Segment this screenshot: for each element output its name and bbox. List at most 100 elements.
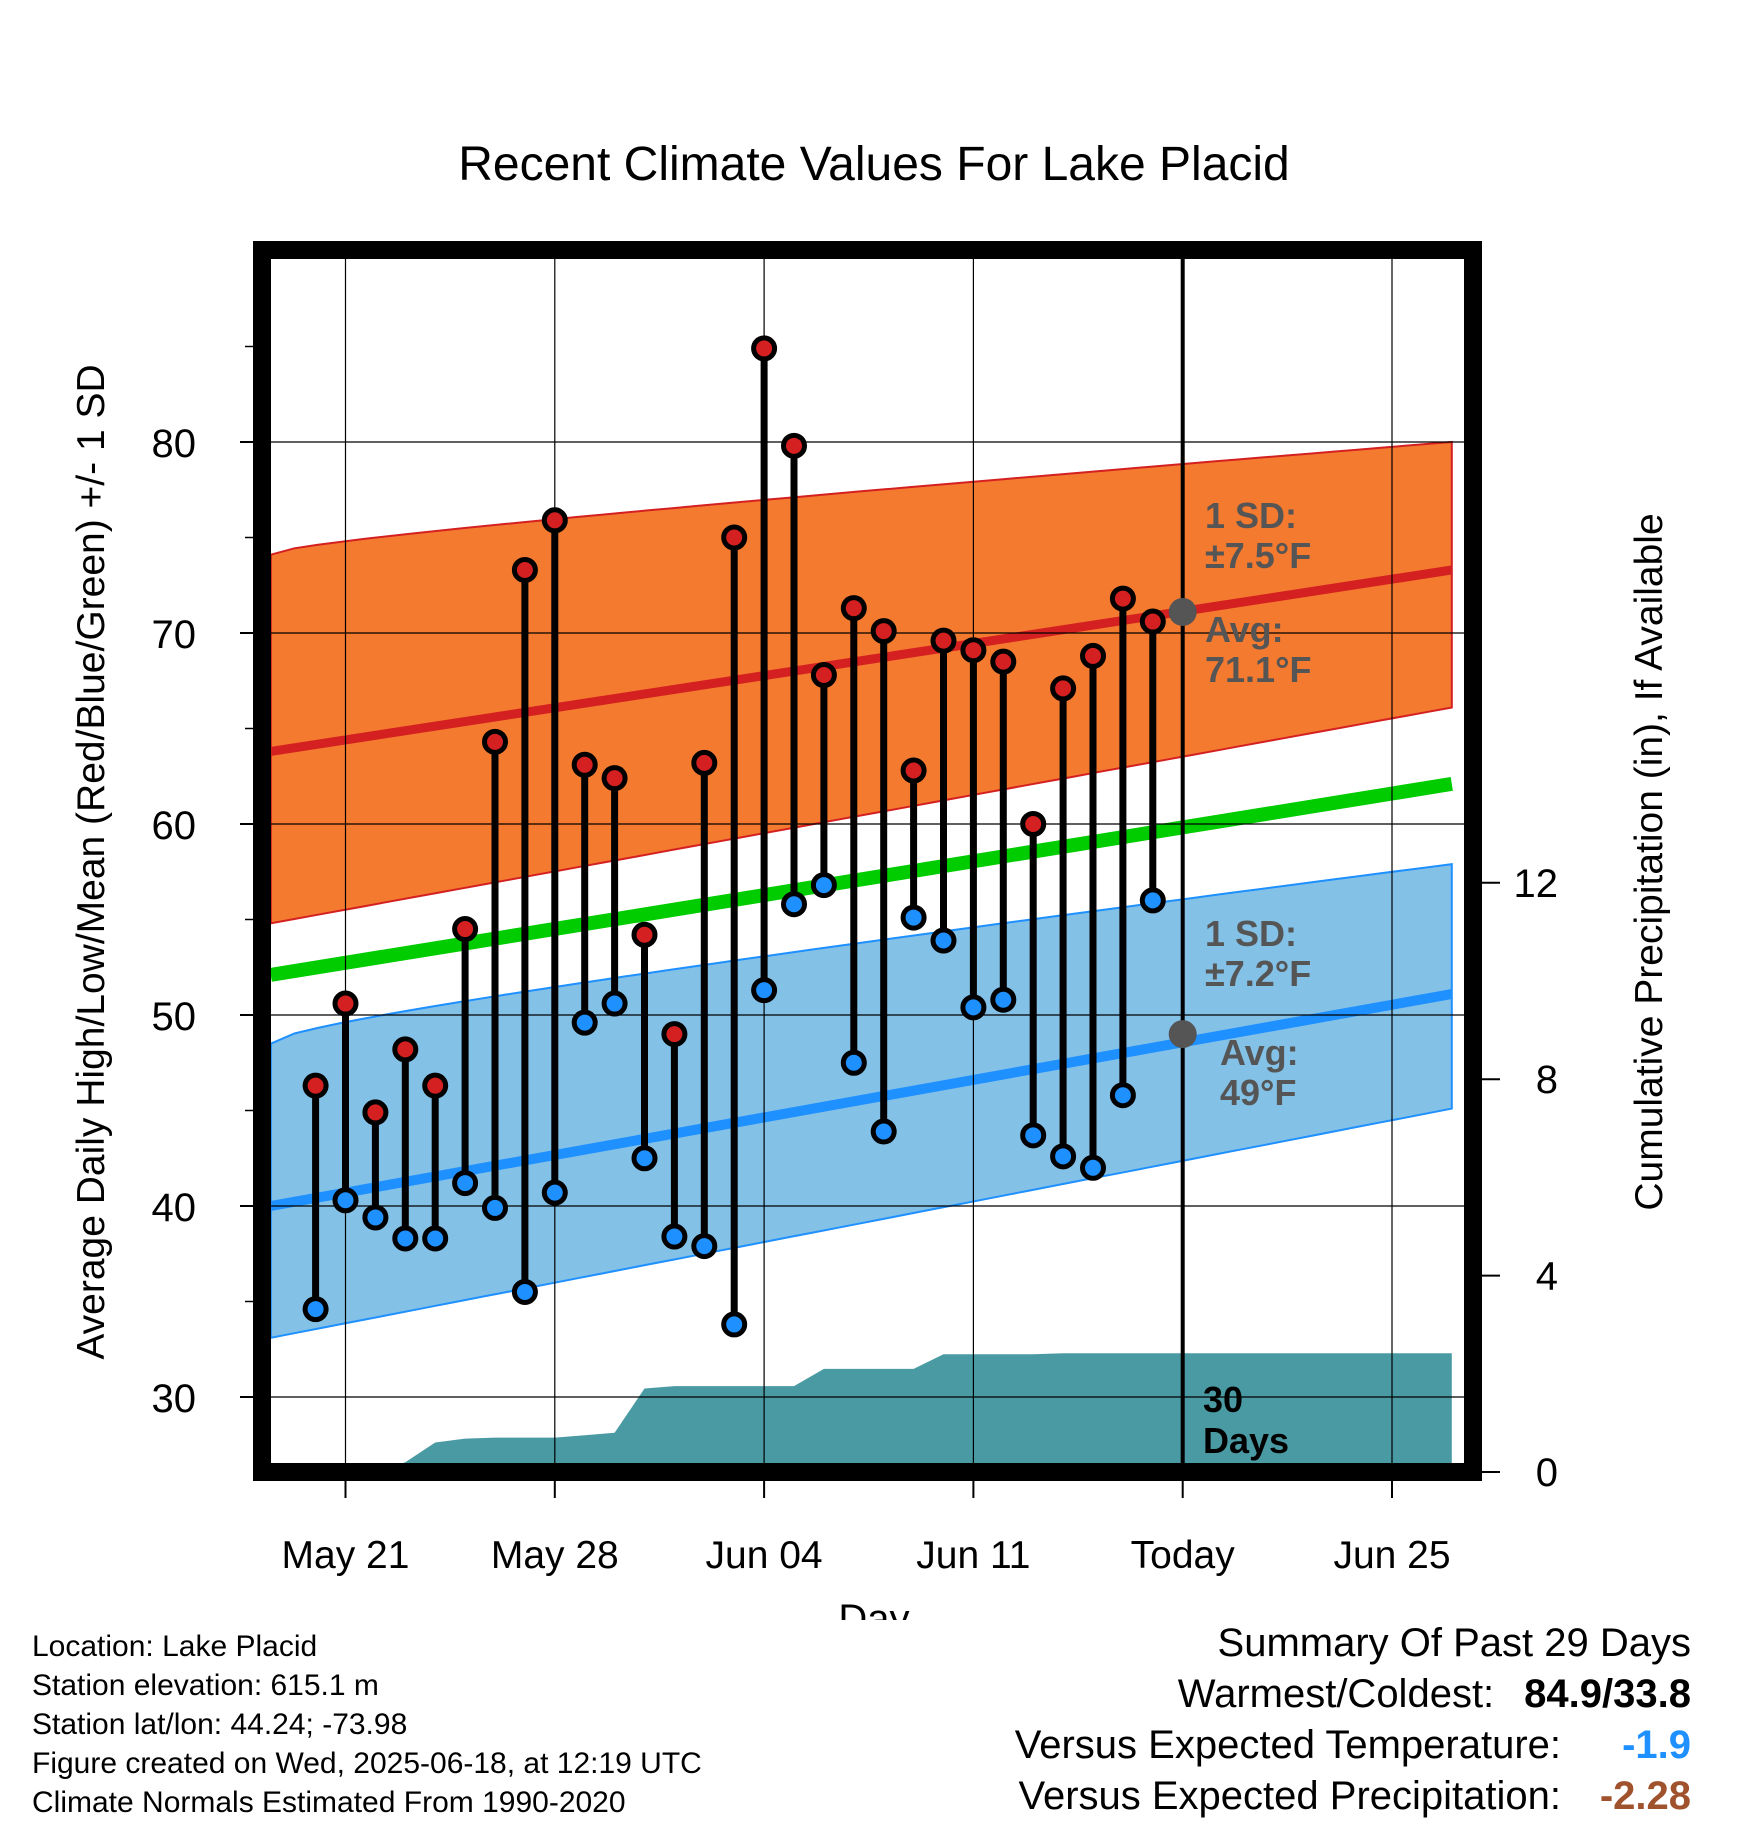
precip-days-number: 30 bbox=[1203, 1379, 1243, 1420]
summary-warmest-row: Warmest/Coldest: 84.9/33.8 bbox=[1015, 1669, 1691, 1720]
daily-high-point bbox=[1139, 608, 1166, 635]
average-high-line bbox=[270, 565, 1453, 756]
daily-high-point bbox=[721, 524, 748, 551]
daily-high-point bbox=[661, 1021, 688, 1048]
daily-low-point bbox=[1080, 1154, 1106, 1181]
daily-high-point bbox=[751, 335, 778, 362]
daily-high-point bbox=[960, 637, 987, 664]
daily-low-point bbox=[960, 994, 987, 1021]
daily-low-point bbox=[571, 1009, 598, 1036]
daily-low-point bbox=[691, 1233, 718, 1260]
daily-low-point bbox=[302, 1296, 329, 1323]
y2-tick-label: 12 bbox=[1514, 862, 1559, 906]
daily-low-point bbox=[392, 1225, 419, 1252]
summary-precip-row: Versus Expected Precipitation: -2.28 bbox=[1015, 1771, 1691, 1822]
daily-low-point bbox=[332, 1187, 359, 1214]
daily-low-point bbox=[751, 977, 778, 1004]
daily-high-point bbox=[1050, 675, 1077, 702]
daily-high-point bbox=[990, 648, 1017, 675]
low-sd-value: ±7.2°F bbox=[1205, 953, 1311, 994]
y-tick-label: 40 bbox=[152, 1186, 197, 1230]
x-tick-label: Jun 04 bbox=[706, 1534, 823, 1577]
daily-low-point bbox=[482, 1194, 508, 1221]
y-axis-label: Average Daily High/Low/Mean (Red/Blue/Gr… bbox=[70, 364, 113, 1359]
daily-low-point bbox=[721, 1311, 748, 1338]
today-high-avg-marker bbox=[1168, 597, 1197, 626]
low-avg-value: 49°F bbox=[1220, 1072, 1296, 1113]
daily-high-point bbox=[332, 990, 359, 1017]
daily-high-point bbox=[631, 921, 658, 948]
chart-title: Recent Climate Values For Lake Placid bbox=[458, 138, 1290, 191]
daily-low-point bbox=[511, 1278, 538, 1305]
daily-low-point bbox=[930, 927, 957, 954]
today-low-avg-marker bbox=[1168, 1020, 1197, 1049]
station-info: Location: Lake Placid Station elevation:… bbox=[32, 1627, 702, 1822]
daily-low-point bbox=[1020, 1122, 1047, 1149]
daily-high-point bbox=[302, 1072, 329, 1099]
daily-high-point bbox=[1080, 642, 1106, 669]
daily-high-point bbox=[452, 916, 479, 943]
daily-low-point bbox=[601, 990, 628, 1017]
climate-normals: Climate Normals Estimated From 1990-2020 bbox=[32, 1786, 626, 1819]
station-elevation: Station elevation: 615.1 m bbox=[32, 1669, 379, 1702]
warmest-value: 84.9/33.8 bbox=[1524, 1672, 1691, 1716]
daily-low-point bbox=[870, 1118, 897, 1145]
daily-high-point bbox=[870, 618, 897, 645]
figure-created: Figure created on Wed, 2025-06-18, at 12… bbox=[32, 1747, 702, 1780]
low-sd-label: 1 SD: bbox=[1205, 913, 1297, 954]
daily-high-point bbox=[482, 728, 508, 755]
daily-low-point bbox=[362, 1204, 389, 1231]
y-tick-label: 80 bbox=[152, 422, 197, 466]
precip-label: Versus Expected Precipitation: bbox=[1018, 1774, 1561, 1818]
daily-high-point bbox=[601, 765, 628, 792]
summary-panel: Summary Of Past 29 Days Warmest/Coldest:… bbox=[1015, 1618, 1691, 1822]
x-tick-label: Jun 25 bbox=[1333, 1534, 1450, 1577]
daily-high-point bbox=[422, 1072, 449, 1099]
daily-low-point bbox=[810, 872, 837, 899]
y-tick-label: 30 bbox=[152, 1377, 197, 1421]
y2-tick-label: 0 bbox=[1536, 1451, 1558, 1495]
daily-low-point bbox=[1109, 1082, 1136, 1109]
daily-high-point bbox=[1020, 811, 1047, 837]
temp-value: -1.9 bbox=[1622, 1723, 1691, 1767]
daily-high-point bbox=[1109, 585, 1136, 612]
daily-high-point bbox=[810, 662, 837, 689]
daily-low-point bbox=[1050, 1143, 1077, 1170]
daily-high-point bbox=[691, 749, 718, 776]
daily-low-point bbox=[661, 1223, 688, 1250]
daily-low-point bbox=[422, 1225, 449, 1252]
daily-high-point bbox=[930, 627, 957, 654]
temp-label: Versus Expected Temperature: bbox=[1014, 1723, 1561, 1767]
warmest-label: Warmest/Coldest: bbox=[1177, 1672, 1495, 1716]
y2-tick-label: 4 bbox=[1536, 1255, 1558, 1299]
daily-low-point bbox=[900, 904, 927, 931]
station-latlon: Station lat/lon: 44.24; -73.98 bbox=[32, 1708, 408, 1741]
x-axis-label: Day bbox=[838, 1597, 909, 1620]
precip-days-word: Days bbox=[1203, 1420, 1289, 1461]
x-tick-label: Jun 11 bbox=[916, 1534, 1030, 1577]
y-tick-label: 60 bbox=[152, 804, 197, 848]
daily-low-point bbox=[781, 891, 807, 918]
x-tick-label: Today bbox=[1131, 1534, 1236, 1577]
daily-high-point bbox=[541, 507, 568, 534]
summary-title: Summary Of Past 29 Days bbox=[1217, 1621, 1691, 1665]
daily-low-point bbox=[990, 986, 1017, 1013]
low-avg-label: Avg: bbox=[1220, 1032, 1299, 1073]
y2-tick-label: 8 bbox=[1536, 1058, 1558, 1102]
daily-low-point bbox=[452, 1170, 479, 1197]
daily-high-point bbox=[511, 556, 538, 583]
precip-value: -2.28 bbox=[1599, 1774, 1691, 1818]
high-sd-value: ±7.5°F bbox=[1205, 535, 1311, 576]
daily-high-point bbox=[571, 751, 598, 778]
daily-high-point bbox=[392, 1036, 419, 1063]
climate-chart: Recent Climate Values For Lake Placid 1 … bbox=[70, 138, 1671, 1620]
high-avg-value: 71.1°F bbox=[1205, 649, 1311, 690]
x-tick-label: May 28 bbox=[491, 1534, 619, 1577]
daily-low-point bbox=[631, 1145, 658, 1172]
daily-high-point bbox=[840, 595, 867, 622]
y-tick-label: 50 bbox=[152, 995, 197, 1039]
daily-low-point bbox=[840, 1049, 867, 1076]
daily-high-point bbox=[781, 432, 807, 459]
summary-temp-row: Versus Expected Temperature: -1.9 bbox=[1015, 1720, 1691, 1771]
daily-low-point bbox=[541, 1179, 568, 1206]
